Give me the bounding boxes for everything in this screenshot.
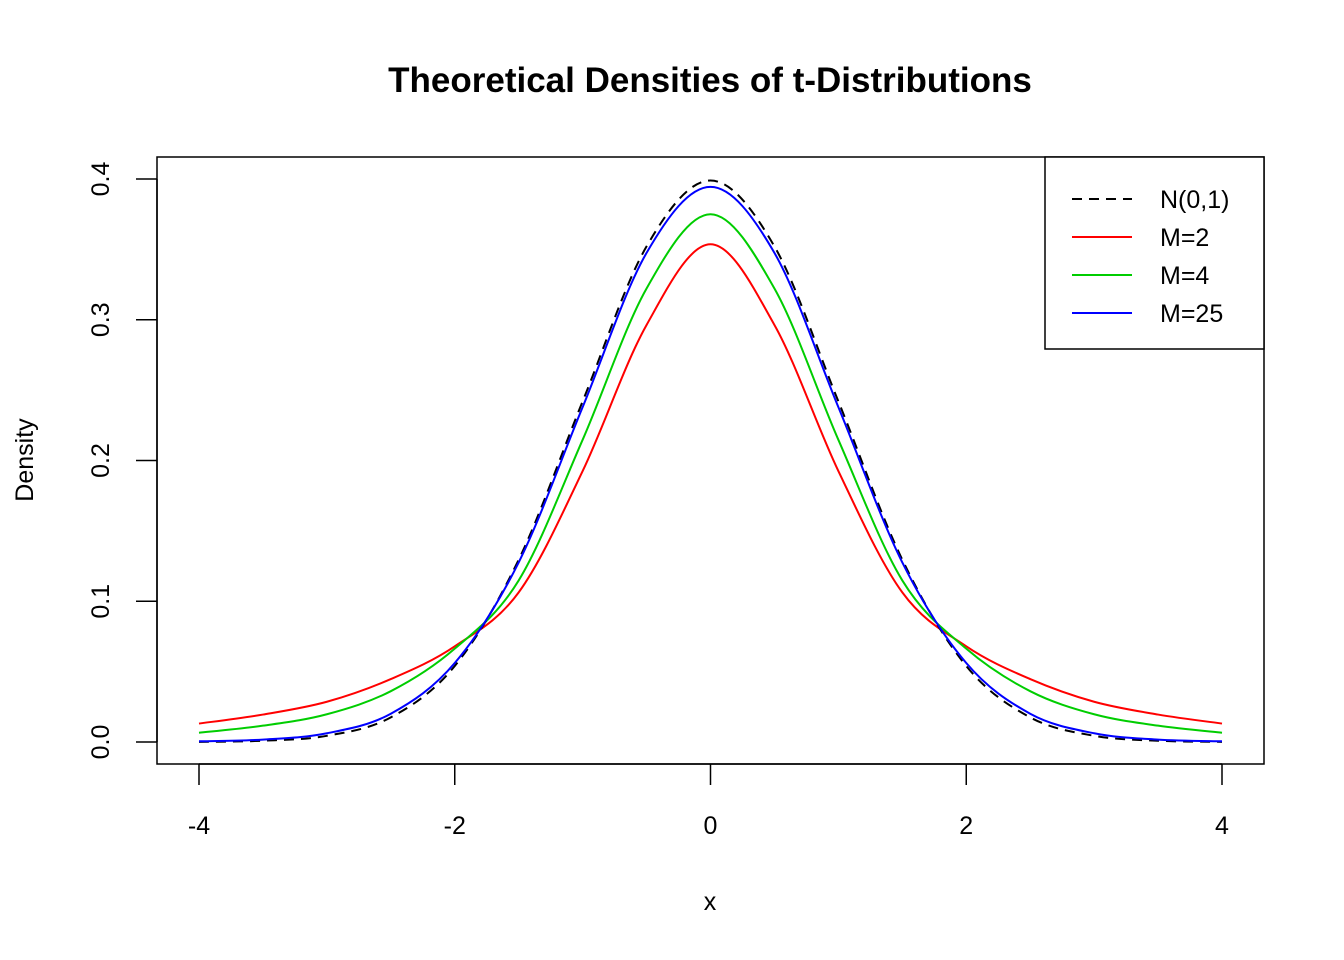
legend-box — [1044, 156, 1265, 350]
series-line-m-4 — [198, 213, 1223, 734]
y-tick-label: 0.1 — [87, 584, 115, 619]
y-tick-label: 0.3 — [87, 302, 115, 337]
x-axis-title: x — [704, 888, 717, 916]
y-tick-label: 0.2 — [87, 443, 115, 478]
x-tick-label: -4 — [188, 812, 210, 840]
series-line-m-2 — [198, 243, 1223, 725]
series-line-n-0-1 — [198, 179, 1223, 743]
legend-label: M=2 — [1160, 224, 1209, 252]
x-tick-label: -2 — [444, 812, 466, 840]
legend-label: M=25 — [1160, 300, 1223, 328]
x-tick-label: 0 — [704, 812, 718, 840]
series-layer — [198, 179, 1223, 743]
y-tick-label: 0.4 — [87, 162, 115, 197]
legend: N(0,1) M=2 M=4 M=25 — [1044, 156, 1265, 350]
legend-label: M=4 — [1160, 262, 1209, 290]
y-axis: 0.0 0.1 0.2 0.3 0.4 — [87, 162, 158, 760]
x-axis: -4 -2 0 2 4 — [188, 763, 1229, 840]
y-axis-title: Density — [11, 418, 39, 502]
x-tick-label: 2 — [959, 812, 973, 840]
x-tick-label: 4 — [1215, 812, 1229, 840]
legend-label: N(0,1) — [1160, 186, 1229, 214]
chart-title: Theoretical Densities of t-Distributions — [388, 61, 1032, 100]
y-tick-label: 0.0 — [87, 725, 115, 760]
series-line-m-25 — [198, 185, 1223, 743]
